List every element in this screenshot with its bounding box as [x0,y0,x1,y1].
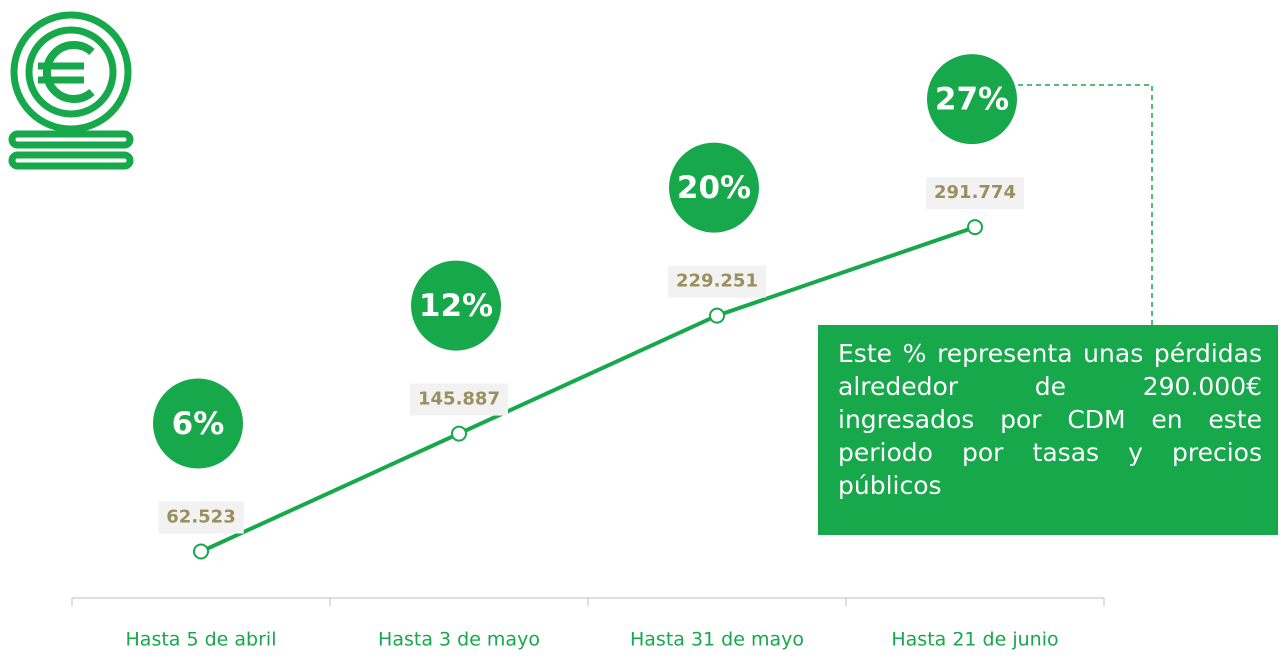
value-label: 145.887 [418,389,500,410]
point [451,425,467,442]
x-tick-label: Hasta 21 de junio [891,629,1058,651]
percent-badge [411,260,501,351]
value-label-bg [926,177,1024,210]
x-tick-label: Hasta 5 de abril [126,629,277,651]
x-tick-label: Hasta 3 de mayo [378,629,540,651]
value-label-bg [410,383,508,416]
value-label: 291.774 [934,182,1016,203]
value-label: 62.523 [166,507,235,528]
line [200,225,976,554]
point [967,219,983,236]
euro-icon [8,11,134,170]
value-label-bg [668,265,766,298]
x-tick-label: Hasta 31 de mayo [630,629,804,651]
value-label-bg [158,501,244,534]
percent-label: 12% [419,288,493,324]
percent-badge [669,142,759,233]
percent-badge [927,54,1017,145]
percent-label: 6% [172,406,225,442]
percent-label: 20% [677,170,751,206]
leader-line [1018,84,1153,325]
note: Este % representa unas pérdidas alrededo… [818,325,1278,535]
percent-label: 27% [935,82,1009,118]
point [709,307,725,324]
value-label: 229.251 [676,271,758,292]
point [193,543,209,560]
percent-badge [153,378,243,469]
